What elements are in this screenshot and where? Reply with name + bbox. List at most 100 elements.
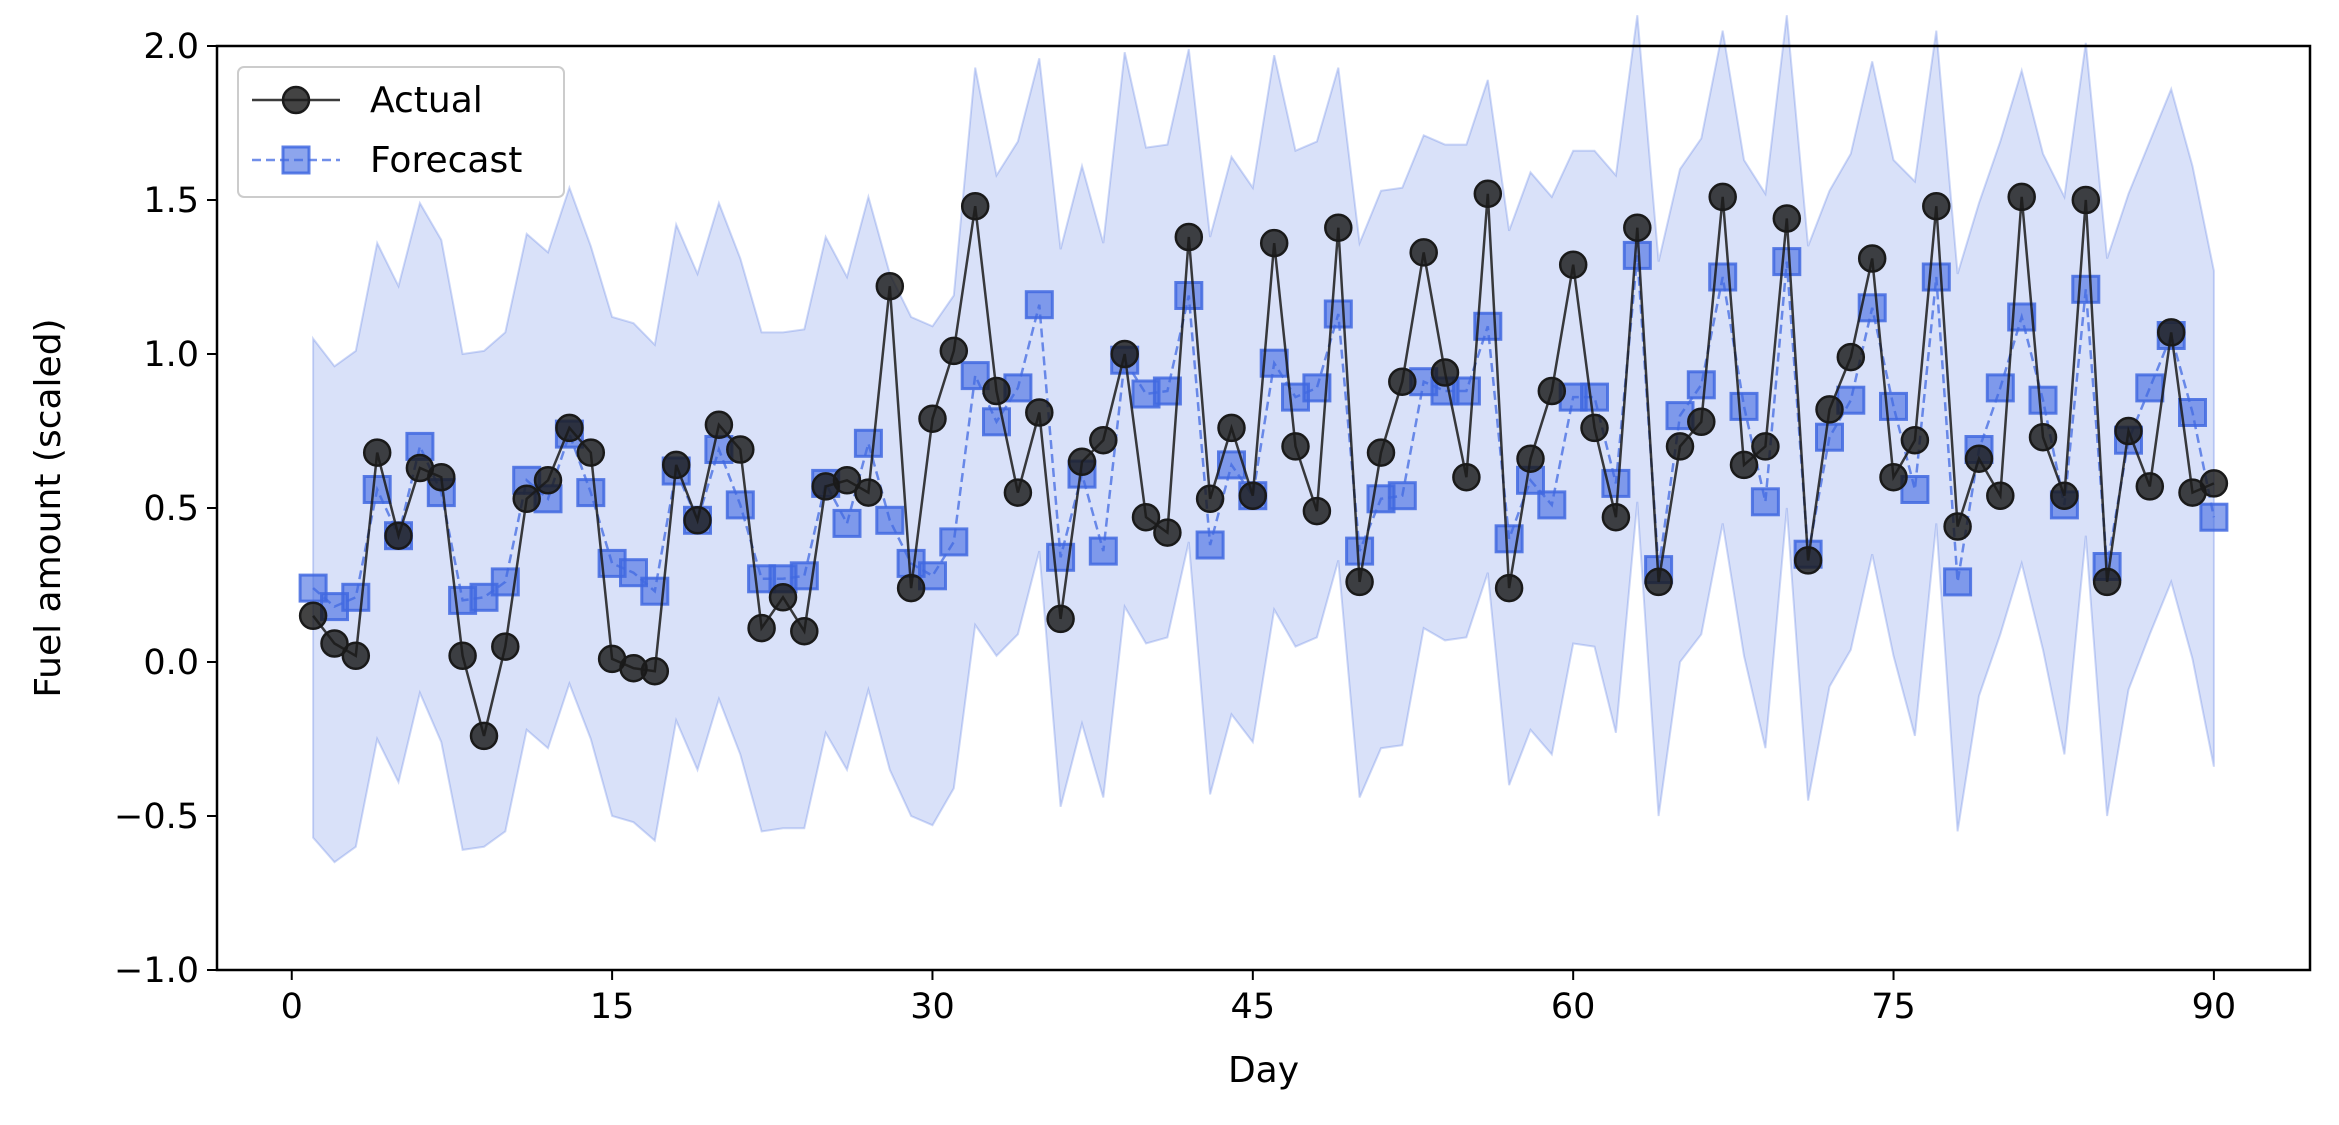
actual-point [1922, 191, 1951, 221]
forecast-point [1451, 376, 1481, 406]
actual-point [1836, 342, 1866, 372]
actual-point [469, 721, 499, 751]
forecast-interval-band [312, 15, 2215, 864]
forecast-point [576, 478, 606, 508]
actual-point [2156, 318, 2186, 347]
actual-point [661, 450, 691, 480]
forecast-point [1174, 281, 1204, 310]
forecast-point [2071, 274, 2101, 304]
actual-point [1793, 546, 1823, 575]
actual-point [960, 191, 990, 221]
actual-point [362, 438, 392, 467]
legend-actual-label: Actual [370, 80, 483, 121]
forecast-point [1537, 490, 1567, 520]
x-tick-label: 45 [1231, 987, 1276, 1027]
legend-actual-marker [281, 85, 311, 115]
actual-point [1986, 481, 2015, 510]
forecast-point [960, 361, 990, 391]
forecast-point [1857, 293, 1887, 323]
actual-point [298, 601, 328, 631]
actual-point [683, 506, 712, 535]
y-tick-label: 1.5 [143, 181, 199, 221]
actual-point [2028, 422, 2058, 452]
actual-point [555, 413, 584, 443]
actual-point [1238, 481, 1268, 510]
actual-point [768, 583, 798, 612]
actual-point [2071, 185, 2101, 215]
actual-point [2092, 567, 2122, 597]
actual-point [2050, 481, 2079, 510]
y-axis-label: Fuel amount (scaled) [28, 318, 69, 697]
actual-point [341, 641, 371, 671]
forecast-point [1345, 536, 1375, 566]
actual-point [427, 462, 456, 492]
x-tick-label: 60 [1551, 987, 1596, 1027]
x-tick-label: 15 [590, 987, 635, 1027]
actual-point [726, 435, 755, 464]
actual-point [1259, 228, 1289, 258]
actual-point [1089, 425, 1118, 455]
actual-point [512, 484, 541, 514]
y-tick-label: 2.0 [143, 27, 199, 67]
x-tick-label: 30 [910, 987, 955, 1027]
actual-point [1281, 432, 1310, 461]
forecast-point [1195, 530, 1225, 560]
y-tick-label: 0.0 [143, 643, 199, 683]
actual-point [1003, 478, 1033, 507]
forecast-point [853, 428, 883, 458]
actual-point [1964, 444, 1994, 473]
x-axis-label: Day [1228, 1050, 1299, 1091]
actual-point [1857, 244, 1887, 273]
forecast-point [2028, 385, 2058, 415]
actual-point [747, 613, 776, 643]
forecast-point [1772, 247, 1802, 277]
actual-point [1452, 462, 1481, 492]
actual-point [1772, 204, 1802, 233]
forecast-point [1088, 536, 1118, 566]
y-tick-label: −0.5 [114, 797, 199, 837]
actual-point [2135, 472, 2165, 501]
forecast-point [1580, 382, 1609, 412]
actual-point [1195, 484, 1225, 514]
actual-point [1345, 567, 1374, 597]
actual-point [1409, 238, 1438, 267]
forecast-point [341, 582, 371, 612]
actual-point [448, 641, 477, 671]
actual-point [875, 271, 905, 301]
actual-point [2199, 469, 2229, 498]
forecast-point [1879, 391, 1908, 421]
actual-point [1815, 395, 1844, 424]
actual-point [1110, 339, 1139, 369]
legend-forecast-marker [281, 145, 311, 175]
actual-point [1900, 425, 1930, 455]
y-tick-label: −1.0 [114, 951, 199, 991]
forecast-point [832, 508, 862, 538]
actual-point [1516, 444, 1545, 473]
actual-point [790, 616, 819, 646]
forecast-point [1686, 370, 1716, 400]
actual-point [918, 404, 947, 433]
y-tick-label: 1.0 [143, 335, 199, 375]
actual-point [1879, 462, 1908, 492]
actual-point [1580, 413, 1609, 443]
forecast-interval-band-layer [312, 15, 2215, 864]
actual-point [896, 573, 926, 603]
x-tick-label: 75 [1871, 987, 1916, 1027]
actual-point [1494, 573, 1524, 603]
forecast-point [1024, 290, 1054, 320]
actual-point [640, 656, 670, 686]
actual-point [1025, 398, 1054, 427]
actual-point [1687, 407, 1716, 437]
actual-point [1366, 438, 1396, 467]
axis-ticks: 0 15 30 45 60 75 90 −1.0 −0.5 0.0 0.5 1.0 1.5 2.0 [114, 27, 2236, 1027]
actual-point [576, 438, 606, 467]
actual-point [1537, 376, 1567, 406]
actual-point [1558, 250, 1588, 279]
actual-point [1601, 502, 1631, 532]
forecast-point [2199, 502, 2229, 532]
x-tick-label: 90 [2192, 987, 2237, 1027]
actual-point [533, 466, 563, 495]
x-tick-label: 0 [281, 987, 303, 1027]
actual-point [1623, 213, 1652, 242]
